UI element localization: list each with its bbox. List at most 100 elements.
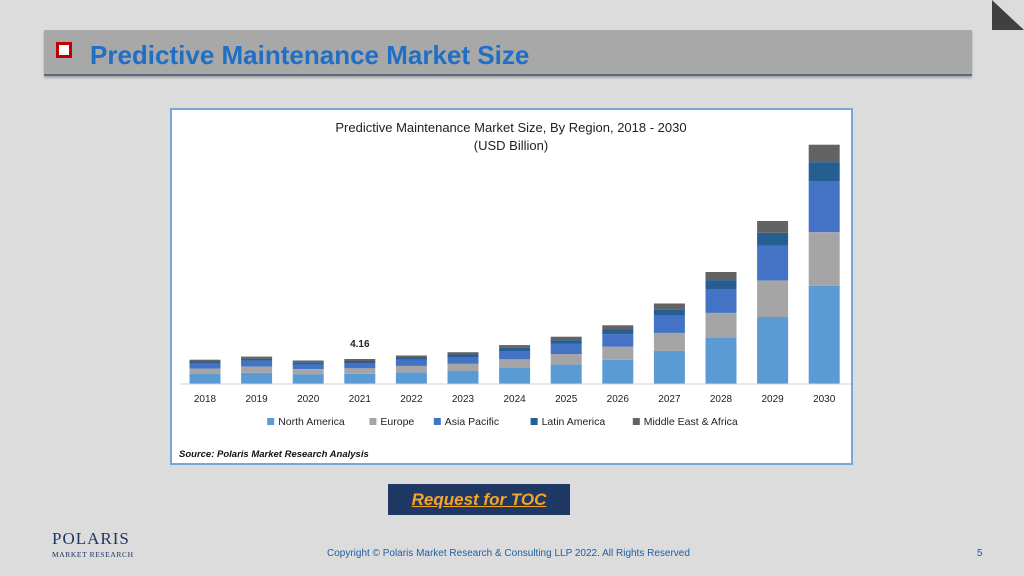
logo-sub-text: MARKET RESEARCH — [52, 550, 134, 559]
bar-2028-latin-america — [705, 280, 737, 289]
bar-2030-latin-america — [808, 162, 840, 182]
bar-2023-asia-pacific — [447, 357, 479, 364]
bar-2030-north-america — [808, 285, 840, 384]
x-tick-label-2025: 2025 — [555, 394, 578, 405]
bar-2028-north-america — [705, 338, 737, 384]
x-tick-label-2026: 2026 — [607, 394, 630, 405]
bar-2018-north-america — [189, 374, 221, 384]
chart-title: Predictive Maintenance Market Size, By R… — [335, 120, 686, 135]
bar-2023-north-america — [447, 371, 479, 384]
bar-2030-europe — [808, 232, 840, 286]
x-tick-label-2027: 2027 — [658, 394, 681, 405]
bar-2024-asia-pacific — [499, 351, 531, 360]
checkbox-bullet-icon — [56, 42, 72, 58]
bar-2019-latin-america — [241, 358, 273, 361]
x-tick-label-2024: 2024 — [503, 394, 526, 405]
bar-2030-asia-pacific — [808, 181, 840, 233]
bar-2019-asia-pacific — [241, 360, 273, 367]
bar-2022-latin-america — [395, 357, 427, 360]
chart-subtitle: (USD Billion) — [474, 138, 548, 153]
bar-2019-north-america — [241, 372, 273, 384]
legend-swatch-asia-pacific — [433, 418, 441, 425]
x-tick-label-2022: 2022 — [400, 394, 423, 405]
copyright-text: Copyright © Polaris Market Research & Co… — [327, 548, 690, 559]
legend-label-latin-america: Latin America — [542, 416, 606, 428]
legend-label-middle-east-africa: Middle East & Africa — [644, 416, 738, 428]
bar-2018-latin-america — [189, 361, 221, 364]
bar-2020-europe — [292, 369, 324, 375]
bar-2029-europe — [757, 280, 789, 318]
bar-2025-europe — [550, 354, 582, 365]
chart-source: Source: Polaris Market Research Analysis — [179, 449, 369, 460]
bar-2021-north-america — [344, 373, 376, 384]
bar-2027-north-america — [653, 350, 685, 384]
bar-2025-latin-america — [550, 340, 582, 344]
bar-2023-europe — [447, 363, 479, 371]
x-tick-label-2020: 2020 — [297, 394, 320, 405]
stacked-bar-chart: Predictive Maintenance Market Size, By R… — [179, 120, 851, 460]
bar-2029-asia-pacific — [757, 245, 789, 281]
bar-2026-latin-america — [602, 329, 634, 335]
bar-2025-asia-pacific — [550, 343, 582, 354]
x-tick-label-2028: 2028 — [710, 394, 733, 405]
polaris-logo: POLARIS MARKET RESEARCH — [52, 529, 134, 560]
bar-2022-europe — [395, 365, 427, 373]
bar-2024-europe — [499, 359, 531, 368]
legend-label-asia-pacific: Asia Pacific — [445, 416, 499, 428]
x-tick-label-2019: 2019 — [245, 394, 268, 405]
legend-swatch-europe — [369, 418, 377, 425]
bar-2022-middle-east-africa — [395, 355, 427, 358]
x-tick-label-2023: 2023 — [452, 394, 475, 405]
bar-2018-middle-east-africa — [189, 359, 221, 362]
bar-2020-middle-east-africa — [292, 360, 324, 363]
bar-2025-north-america — [550, 364, 582, 384]
bar-2028-middle-east-africa — [705, 272, 737, 281]
bar-2020-asia-pacific — [292, 364, 324, 369]
bar-2023-latin-america — [447, 354, 479, 357]
page-number: 5 — [977, 548, 983, 559]
request-toc-button[interactable]: Request for TOC — [388, 484, 570, 515]
bar-2026-middle-east-africa — [602, 325, 634, 330]
bar-2028-asia-pacific — [705, 289, 737, 313]
bar-2026-asia-pacific — [602, 334, 634, 347]
bar-2029-north-america — [757, 317, 789, 384]
bar-2024-north-america — [499, 368, 531, 384]
logo-main-text: POLARIS — [52, 529, 130, 548]
bar-2019-europe — [241, 366, 273, 373]
legend-swatch-north-america — [267, 418, 275, 425]
bar-2019-middle-east-africa — [241, 356, 273, 359]
bar-2021-europe — [344, 368, 376, 374]
slide-title: Predictive Maintenance Market Size — [90, 40, 530, 70]
bar-2030-middle-east-africa — [808, 144, 840, 162]
chart-container: Predictive Maintenance Market Size, By R… — [170, 108, 853, 465]
bar-2029-middle-east-africa — [757, 221, 789, 233]
bar-2025-middle-east-africa — [550, 336, 582, 341]
legend-swatch-latin-america — [530, 418, 538, 425]
x-tick-label-2021: 2021 — [349, 394, 372, 405]
bar-2028-europe — [705, 312, 737, 338]
bar-2022-north-america — [395, 372, 427, 384]
bar-2022-asia-pacific — [395, 359, 427, 366]
bar-2027-middle-east-africa — [653, 303, 685, 310]
bar-2020-latin-america — [292, 362, 324, 365]
title-bar: Predictive Maintenance Market Size — [44, 30, 972, 76]
bar-2021-asia-pacific — [344, 363, 376, 369]
bar-2021-middle-east-africa — [344, 359, 376, 361]
x-tick-label-2018: 2018 — [194, 394, 217, 405]
bar-2018-asia-pacific — [189, 363, 221, 369]
bar-2020-north-america — [292, 374, 324, 384]
slide-corner-triangle — [992, 0, 1024, 30]
bar-2026-europe — [602, 346, 634, 360]
bar-2024-latin-america — [499, 347, 531, 351]
bar-2024-middle-east-africa — [499, 345, 531, 348]
bar-2027-asia-pacific — [653, 315, 685, 333]
bar-2027-latin-america — [653, 309, 685, 316]
x-tick-label-2030: 2030 — [813, 394, 836, 405]
bar-2027-europe — [653, 332, 685, 351]
legend-label-north-america: North America — [278, 416, 345, 428]
bar-2026-north-america — [602, 359, 634, 384]
x-tick-label-2029: 2029 — [761, 394, 784, 405]
request-toc-label[interactable]: Request for TOC — [411, 489, 547, 509]
data-label-2021: 4.16 — [350, 339, 370, 350]
legend-label-europe: Europe — [380, 416, 414, 428]
